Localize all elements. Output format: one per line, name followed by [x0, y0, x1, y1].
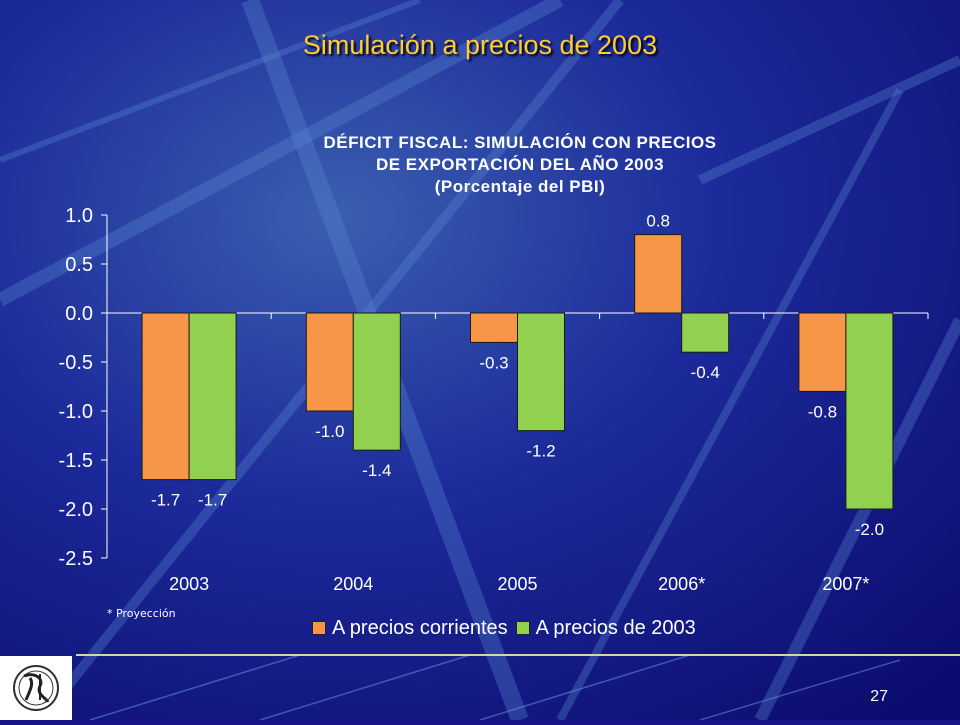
bar-precios-2003	[188, 312, 237, 481]
y-tick-label: 0.5	[65, 254, 93, 276]
footer-divider	[76, 654, 960, 656]
bar-corrientes	[798, 312, 847, 392]
data-label: -0.8	[808, 402, 837, 421]
bar-precios-2003	[517, 312, 565, 432]
chart-title-line-3: (Porcentaje del PBI)	[434, 177, 606, 196]
x-tick-label: 2003	[169, 574, 209, 594]
bank-logo-icon	[13, 665, 59, 711]
chart-title-line-1: DÉFICIT FISCAL: SIMULACIÓN CON PRECIOS	[323, 133, 717, 152]
data-label: -0.3	[479, 353, 508, 372]
chart-title-line-2: DE EXPORTACIÓN DEL AÑO 2003	[375, 155, 665, 174]
page-number: 27	[870, 688, 888, 705]
legend-swatch-series-1	[312, 621, 326, 635]
x-tick-label: 2005	[497, 574, 537, 594]
legend-swatch-series-2	[515, 621, 530, 635]
data-label: -2.0	[855, 520, 884, 539]
x-tick-label: 2004	[333, 574, 373, 594]
y-tick-label: 0.0	[65, 303, 93, 325]
bar-corrientes	[141, 312, 190, 481]
bar-precios-2003	[352, 312, 401, 451]
chart-legend: A precios corrientes A precios de 2003	[312, 615, 710, 641]
footnote: * Proyección	[107, 607, 176, 620]
y-tick-label: -0.5	[59, 352, 93, 374]
y-tick-label: -1.5	[59, 450, 93, 472]
data-label: -1.7	[151, 491, 180, 510]
data-label: -1.2	[526, 442, 555, 461]
y-tick-label: 1.0	[65, 205, 93, 227]
bar-corrientes	[305, 312, 354, 412]
slide-title: Simulación a precios de 2003	[302, 30, 658, 60]
data-label: -1.7	[198, 491, 227, 510]
x-tick-label: 2007*	[822, 574, 869, 594]
legend-label-series-1: A precios corrientes	[332, 616, 508, 639]
x-tick-label: 2006*	[658, 574, 705, 594]
bar-precios-2003	[681, 312, 730, 353]
bar-corrientes	[634, 234, 683, 314]
chart-title: DÉFICIT FISCAL: SIMULACIÓN CON PRECIOS D…	[290, 132, 750, 198]
y-tick-label: -1.0	[59, 401, 93, 423]
bank-logo	[0, 656, 72, 720]
legend-item-series-2: A precios de 2003	[515, 616, 696, 640]
y-tick-label: -2.5	[59, 548, 93, 570]
legend-label-series-2: A precios de 2003	[535, 616, 696, 639]
bar-corrientes	[470, 312, 518, 343]
y-tick-label: -2.0	[59, 499, 93, 521]
data-label: -1.4	[362, 461, 391, 480]
data-label: 0.8	[646, 212, 670, 231]
bar-precios-2003	[845, 312, 894, 510]
data-label: -1.0	[315, 422, 344, 441]
legend-item-series-1: A precios corrientes	[312, 617, 508, 640]
data-label: -0.4	[691, 363, 720, 382]
